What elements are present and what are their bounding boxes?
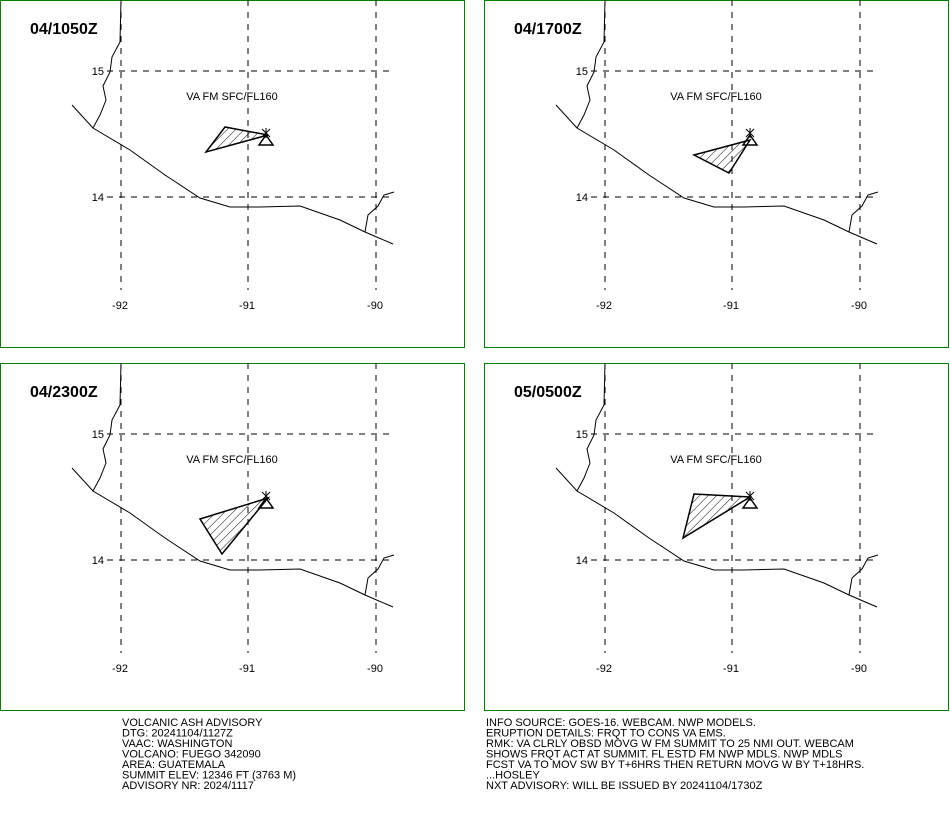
map-panel: 04/2300Z VA FM SFC/FL160 -92 -91 -90 15 14 <box>0 362 465 711</box>
advisory-line: ERUPTION DETAILS: FRQT TO CONS VA EMS. <box>486 728 726 740</box>
border <box>92 0 122 129</box>
advisory-line: RMK: VA CLRLY OBSD MOVG W FM SUMMIT TO 2… <box>486 738 854 750</box>
latitude-label: 15 <box>576 66 588 78</box>
volcano-marker <box>261 491 271 501</box>
valid-time: 04/1700Z <box>514 21 582 38</box>
advisory-line: ...HOSLEY <box>486 770 540 782</box>
latitude-label: 15 <box>92 429 104 441</box>
border <box>848 191 879 233</box>
panel-frame <box>0 0 465 348</box>
border <box>92 362 122 492</box>
volcano-marker <box>257 496 275 509</box>
advisory-line: DTG: 20241104/1127Z <box>122 728 233 740</box>
valid-time: 04/2300Z <box>30 384 98 401</box>
longitude-label: -91 <box>723 300 739 312</box>
coastline <box>555 104 878 245</box>
longitude-label: -90 <box>851 663 867 675</box>
ash-label: VA FM SFC/FL160 <box>186 454 278 466</box>
advisory-line: SHOWS FRQT ACT AT SUMMIT. FL ESTD FM NWP… <box>486 749 843 761</box>
map-panel: 05/0500Z VA FM SFC/FL160 -92 -91 -90 15 14 <box>484 362 949 711</box>
latitude-label: 14 <box>92 555 104 567</box>
coastline <box>71 104 394 245</box>
advisory-line: NXT ADVISORY: WILL BE ISSUED BY 20241104… <box>486 780 763 792</box>
border <box>364 191 395 233</box>
longitude-label: -91 <box>723 663 739 675</box>
border <box>848 554 879 596</box>
border <box>576 0 606 129</box>
longitude-label: -90 <box>367 663 383 675</box>
longitude-label: -92 <box>596 300 612 312</box>
advisory-line: ADVISORY NR: 2024/1117 <box>122 780 254 792</box>
latitude-label: 14 <box>92 192 104 204</box>
advisory-line: AREA: GUATEMALA <box>122 759 226 771</box>
advisory-line: INFO SOURCE: GOES-16. WEBCAM. NWP MODELS… <box>486 717 756 729</box>
latitude-label: 14 <box>576 555 588 567</box>
advisory-line: VOLCANO: FUEGO 342090 <box>122 749 261 761</box>
panel-frame <box>484 363 949 711</box>
border <box>364 554 395 596</box>
valid-time: 05/0500Z <box>514 384 582 401</box>
ash-area <box>681 493 753 540</box>
volcano-marker <box>257 133 275 146</box>
volcano-marker <box>741 496 759 509</box>
longitude-label: -90 <box>851 300 867 312</box>
ash-label: VA FM SFC/FL160 <box>670 454 762 466</box>
volcano-marker <box>745 128 755 138</box>
longitude-label: -91 <box>239 663 255 675</box>
volcano-marker <box>741 133 759 146</box>
latitude-label: 15 <box>92 66 104 78</box>
ash-area <box>204 126 269 154</box>
advisory-line: VAAC: WASHINGTON <box>122 738 232 750</box>
coastline <box>555 467 878 608</box>
panel-frame <box>484 0 949 348</box>
valid-time: 04/1050Z <box>30 21 98 38</box>
border <box>576 362 606 492</box>
longitude-label: -92 <box>112 663 128 675</box>
latitude-label: 15 <box>576 429 588 441</box>
coastline <box>71 467 394 608</box>
longitude-label: -91 <box>239 300 255 312</box>
longitude-label: -90 <box>367 300 383 312</box>
ash-area <box>198 496 271 556</box>
volcano-marker <box>261 128 271 138</box>
advisory-line: SUMMIT ELEV: 12346 FT (3763 M) <box>122 770 296 782</box>
longitude-label: -92 <box>112 300 128 312</box>
advisory-line: FCST VA TO MOV SW BY T+6HRS THEN RETURN … <box>486 759 864 771</box>
ash-label: VA FM SFC/FL160 <box>670 91 762 103</box>
map-panel: 04/1700Z VA FM SFC/FL160 -92 -91 -90 15 14 <box>484 0 949 348</box>
longitude-label: -92 <box>596 663 612 675</box>
ash-area <box>691 138 752 174</box>
advisory-line: VOLCANIC ASH ADVISORY <box>122 717 263 729</box>
latitude-label: 14 <box>576 192 588 204</box>
volcano-marker <box>745 491 755 501</box>
panel-frame <box>0 363 465 711</box>
map-panel: 04/1050Z VA FM SFC/FL160 -92 -91 -90 15 14 <box>0 0 465 348</box>
ash-label: VA FM SFC/FL160 <box>186 91 278 103</box>
